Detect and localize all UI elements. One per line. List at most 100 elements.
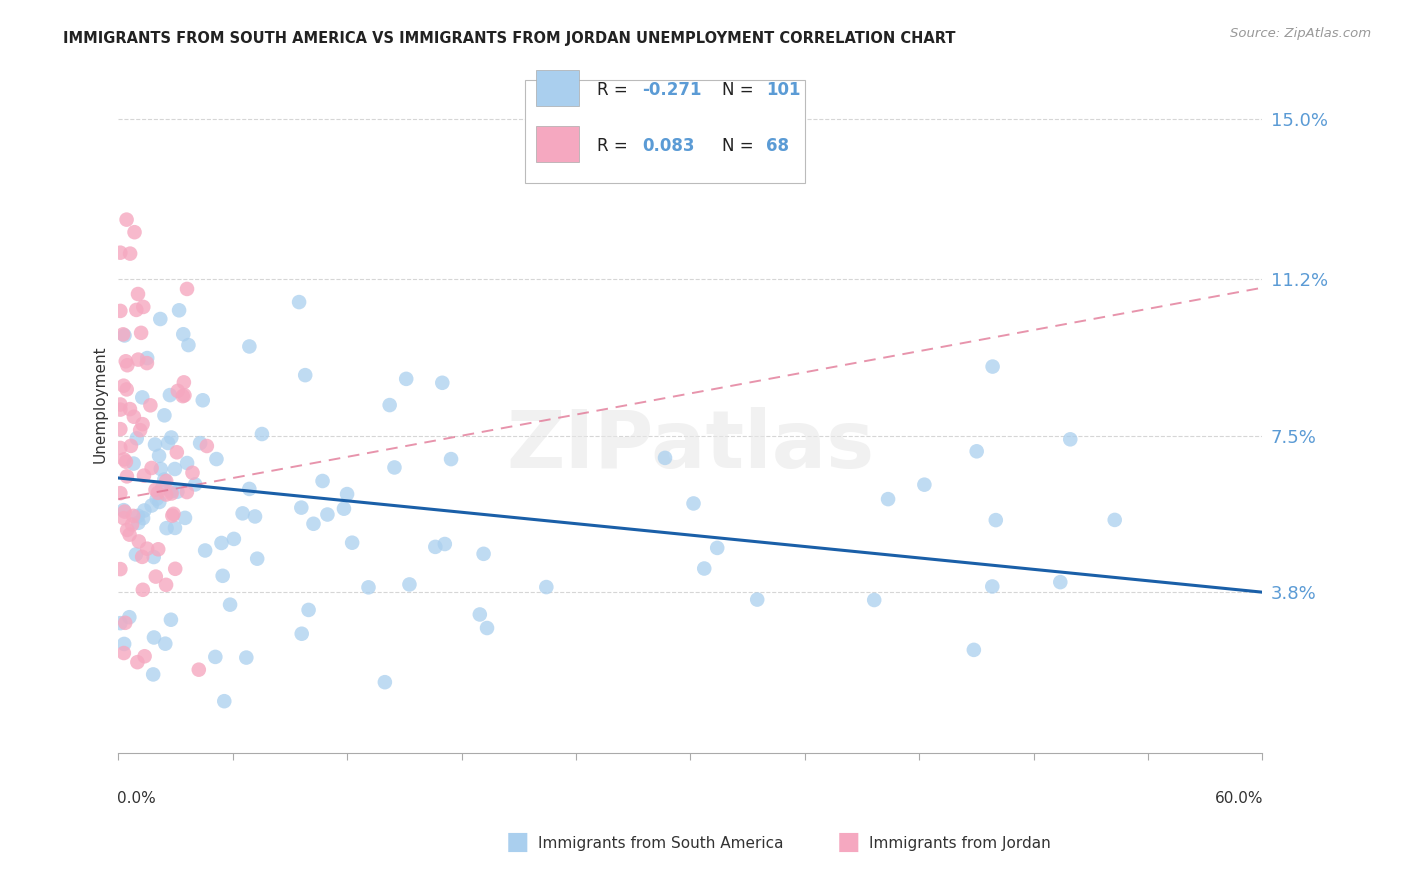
- Point: [115, 383, 138, 397]
- Point: [1059, 433, 1081, 447]
- Point: [654, 450, 676, 465]
- Text: N =: N =: [723, 81, 754, 99]
- Point: [250, 427, 273, 442]
- Point: [475, 621, 498, 635]
- Point: [112, 637, 135, 651]
- Point: [172, 327, 194, 342]
- Point: [149, 462, 172, 476]
- Point: [163, 521, 186, 535]
- Point: [468, 607, 491, 622]
- Point: [110, 486, 132, 500]
- Point: [139, 398, 162, 412]
- Text: ■: ■: [506, 830, 530, 855]
- Point: [159, 388, 181, 402]
- Text: 0.0%: 0.0%: [117, 791, 156, 806]
- Point: [747, 592, 769, 607]
- Point: [333, 501, 356, 516]
- Y-axis label: Unemployment: Unemployment: [93, 345, 107, 463]
- Text: R =: R =: [596, 136, 627, 154]
- Point: [118, 610, 141, 624]
- Point: [166, 484, 188, 499]
- Point: [115, 469, 138, 483]
- Point: [135, 356, 157, 370]
- Point: [425, 540, 447, 554]
- Point: [167, 303, 190, 318]
- Point: [176, 485, 198, 500]
- Point: [222, 532, 245, 546]
- Point: [156, 436, 179, 450]
- Point: [127, 508, 149, 523]
- Point: [145, 491, 167, 506]
- Point: [114, 505, 136, 519]
- Point: [112, 327, 135, 342]
- Point: [693, 561, 716, 575]
- Point: [163, 462, 186, 476]
- Point: [963, 643, 986, 657]
- Point: [863, 593, 886, 607]
- Text: ZIPatlas: ZIPatlas: [506, 407, 875, 485]
- Point: [122, 409, 145, 424]
- Point: [121, 517, 143, 532]
- Point: [118, 402, 141, 417]
- Point: [115, 455, 138, 469]
- Point: [134, 503, 156, 517]
- Point: [398, 577, 420, 591]
- Point: [160, 484, 183, 499]
- Point: [110, 245, 132, 260]
- Point: [395, 372, 418, 386]
- Point: [122, 508, 145, 523]
- Point: [125, 302, 148, 317]
- Text: ■: ■: [837, 830, 860, 855]
- Point: [131, 391, 153, 405]
- Point: [155, 578, 177, 592]
- Point: [336, 487, 359, 501]
- Point: [340, 535, 363, 549]
- Point: [311, 474, 333, 488]
- Point: [981, 359, 1004, 374]
- Text: IMMIGRANTS FROM SOUTH AMERICA VS IMMIGRANTS FROM JORDAN UNEMPLOYMENT CORRELATION: IMMIGRANTS FROM SOUTH AMERICA VS IMMIGRA…: [63, 31, 956, 46]
- Point: [129, 326, 152, 340]
- Point: [246, 551, 269, 566]
- Bar: [536, 126, 579, 161]
- Point: [127, 352, 149, 367]
- Text: 60.0%: 60.0%: [1215, 791, 1264, 806]
- Point: [177, 338, 200, 352]
- Point: [174, 511, 197, 525]
- Point: [148, 542, 170, 557]
- Point: [166, 384, 188, 398]
- Point: [188, 436, 211, 450]
- Point: [176, 282, 198, 296]
- Point: [214, 694, 236, 708]
- Point: [211, 569, 233, 583]
- Point: [205, 452, 228, 467]
- Point: [127, 655, 149, 669]
- Point: [132, 511, 155, 525]
- Text: R =: R =: [596, 81, 627, 99]
- Point: [155, 637, 177, 651]
- Bar: [536, 70, 579, 106]
- Point: [238, 339, 260, 353]
- Point: [191, 393, 214, 408]
- Point: [384, 460, 406, 475]
- Point: [243, 509, 266, 524]
- Point: [316, 508, 339, 522]
- Point: [981, 579, 1004, 593]
- Text: 101: 101: [766, 81, 800, 99]
- Point: [114, 328, 136, 343]
- Point: [120, 246, 142, 260]
- Point: [155, 521, 177, 535]
- Point: [110, 402, 132, 417]
- Point: [165, 562, 187, 576]
- Point: [966, 444, 988, 458]
- Point: [110, 397, 132, 411]
- Point: [131, 417, 153, 432]
- Point: [290, 500, 312, 515]
- Point: [118, 527, 141, 541]
- Point: [357, 580, 380, 594]
- Point: [984, 513, 1007, 527]
- Point: [706, 541, 728, 555]
- Point: [112, 503, 135, 517]
- Point: [136, 351, 159, 365]
- Point: [124, 225, 146, 239]
- Point: [125, 431, 148, 445]
